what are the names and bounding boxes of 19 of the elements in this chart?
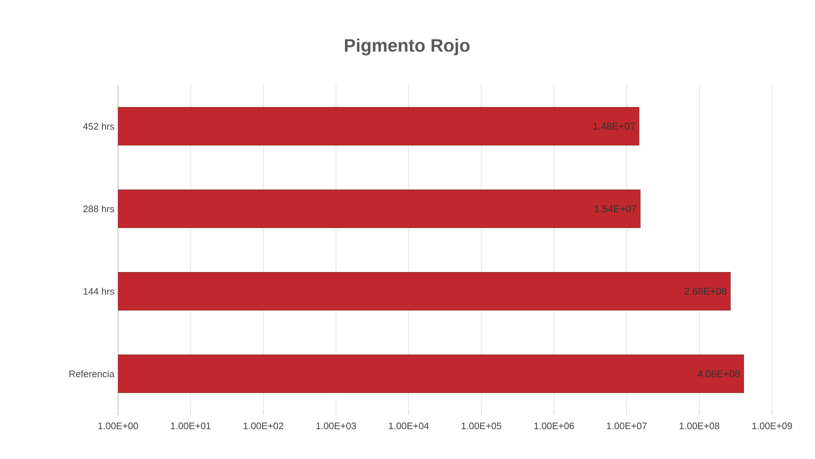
data-label: 2.68E+08 [684,288,726,295]
y-tick-label: 144 hrs [84,288,114,295]
y-tick-label: 288 hrs [83,205,114,212]
data-label: 4.08E+08 [697,370,740,378]
x-tick-label: 1.00E+00 [98,422,138,430]
x-tick-label: 1.00E+06 [534,422,574,430]
x-tick-label: 1.00E+02 [244,422,284,430]
data-label: 1.54E+07 [594,205,636,212]
x-tick-label: 1.00E+09 [752,422,792,430]
x-tick-label: 1.00E+08 [680,422,720,430]
y-tick-label: 452 hrs [83,122,114,130]
x-tick-label: 1.00E+01 [170,422,211,430]
y-tick-label: Referencia [69,370,114,378]
x-tick-label: 1.00E+03 [316,422,356,430]
x-tick-label: 1.00E+07 [607,422,647,430]
x-tick-label: 1.00E+05 [462,422,502,430]
data-label: 1.48E+07 [593,122,636,130]
chart-title: Pigmento Rojo [344,38,470,56]
x-tick-label: 1.00E+04 [388,422,429,430]
